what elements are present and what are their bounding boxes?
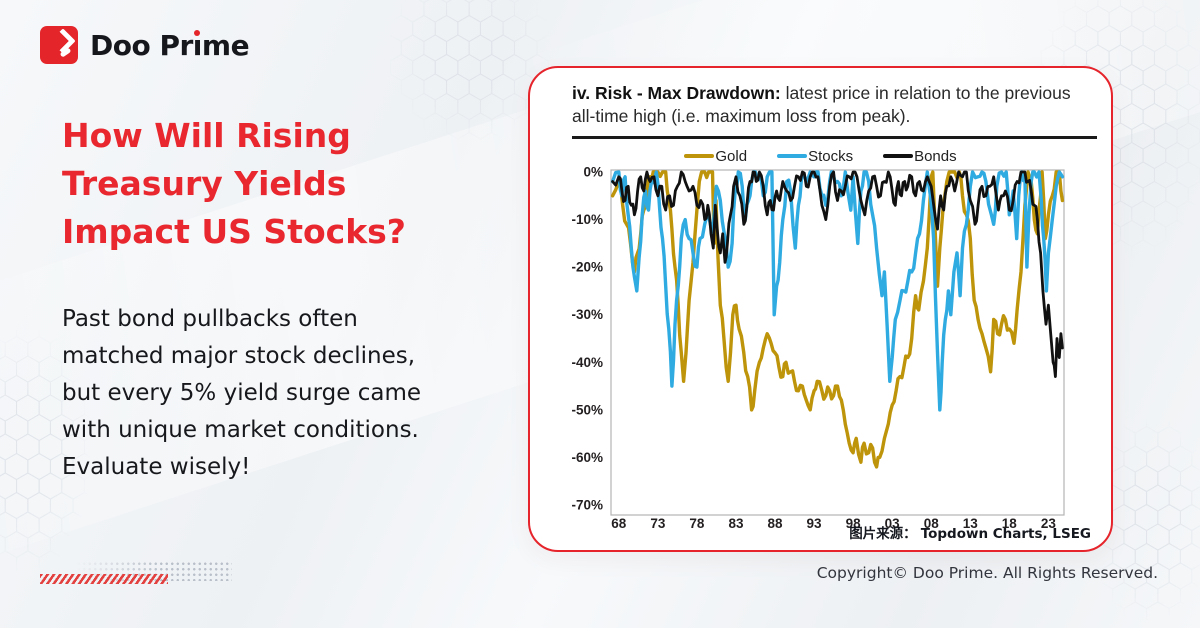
headline-line-2: Treasury Yields [62, 164, 347, 203]
body-line-2: matched major stock declines, [62, 343, 416, 369]
svg-text:-40%: -40% [571, 355, 603, 370]
svg-text:-50%: -50% [571, 402, 603, 417]
caption-source-zh: 图片来源： [849, 526, 917, 542]
svg-text:23: 23 [1041, 516, 1057, 531]
legend-item-gold: Gold [684, 148, 747, 165]
svg-text:68: 68 [611, 516, 627, 531]
body-line-5: Evaluate wisely! [62, 454, 251, 480]
svg-text:78: 78 [689, 516, 705, 531]
svg-text:83: 83 [728, 516, 744, 531]
title-divider [572, 136, 1097, 139]
svg-text:03: 03 [885, 516, 901, 531]
bonds-line-swatch [883, 154, 914, 158]
copyright-text: Copyright© Doo Prime. All Rights Reserve… [816, 564, 1158, 582]
legend-label-stocks: Stocks [808, 147, 854, 165]
chart-title-bold: iv. Risk - Max Drawdown: [572, 83, 781, 103]
doo-prime-logo-icon [40, 26, 78, 64]
body-text: Past bond pullbacks often matched major … [62, 301, 421, 486]
gold-line-swatch [684, 154, 715, 158]
doo-prime-logo: Doo Pr ı me [40, 26, 250, 64]
svg-text:18: 18 [1002, 516, 1018, 531]
body-line-1: Past bond pullbacks often [62, 306, 358, 332]
legend-label-bonds: Bonds [914, 147, 957, 165]
chart-title-rest: latest price in relation to the previous… [572, 83, 1071, 126]
hexagon-pattern-decor [390, 0, 550, 140]
svg-text:-30%: -30% [571, 307, 603, 322]
svg-text:13: 13 [963, 516, 979, 531]
headline: How Will Rising Treasury Yields Impact U… [62, 112, 406, 256]
svg-text:08: 08 [924, 516, 940, 531]
chart-card: iv. Risk - Max Drawdown: latest price in… [528, 66, 1113, 552]
svg-text:-10%: -10% [571, 212, 603, 227]
stocks-line-swatch [777, 154, 808, 158]
headline-line-3: Impact US Stocks? [62, 212, 406, 251]
logo-brand-text: Doo Pr ı me [90, 28, 250, 62]
red-stripe-decor [40, 574, 168, 584]
legend-item-stocks: Stocks [777, 148, 853, 165]
logo-text-post: me [201, 28, 250, 62]
logo-text-pre: Doo Pr [90, 28, 193, 62]
legend-item-bonds: Bonds [883, 148, 957, 165]
chart-title: iv. Risk - Max Drawdown: latest price in… [572, 82, 1097, 128]
chart-legend: Gold Stocks Bonds [530, 146, 1111, 166]
svg-text:0%: 0% [583, 166, 603, 180]
drawdown-chart: 0% -10% -20% -30% -40% -50% -60% -70% 68 73 78 83 88… [571, 166, 1065, 531]
caption-source-en: Topdown Charts, LSEG [920, 526, 1091, 542]
svg-text:73: 73 [650, 516, 666, 531]
logo-i-dot [194, 29, 201, 36]
svg-text:98: 98 [846, 516, 862, 531]
svg-text:93: 93 [807, 516, 823, 531]
svg-text:-60%: -60% [571, 450, 603, 465]
svg-text:-20%: -20% [571, 260, 603, 275]
legend-label-gold: Gold [715, 147, 748, 165]
svg-text:-70%: -70% [571, 498, 603, 513]
chart-source-caption: 图片来源： Topdown Charts, LSEG [849, 522, 1091, 542]
svg-text:88: 88 [768, 516, 784, 531]
body-line-3: but every 5% yield surge came [62, 380, 422, 406]
logo-text-i: ı [192, 28, 203, 62]
headline-line-1: How Will Rising [62, 116, 351, 155]
body-line-4: with unique market conditions. [62, 417, 419, 443]
